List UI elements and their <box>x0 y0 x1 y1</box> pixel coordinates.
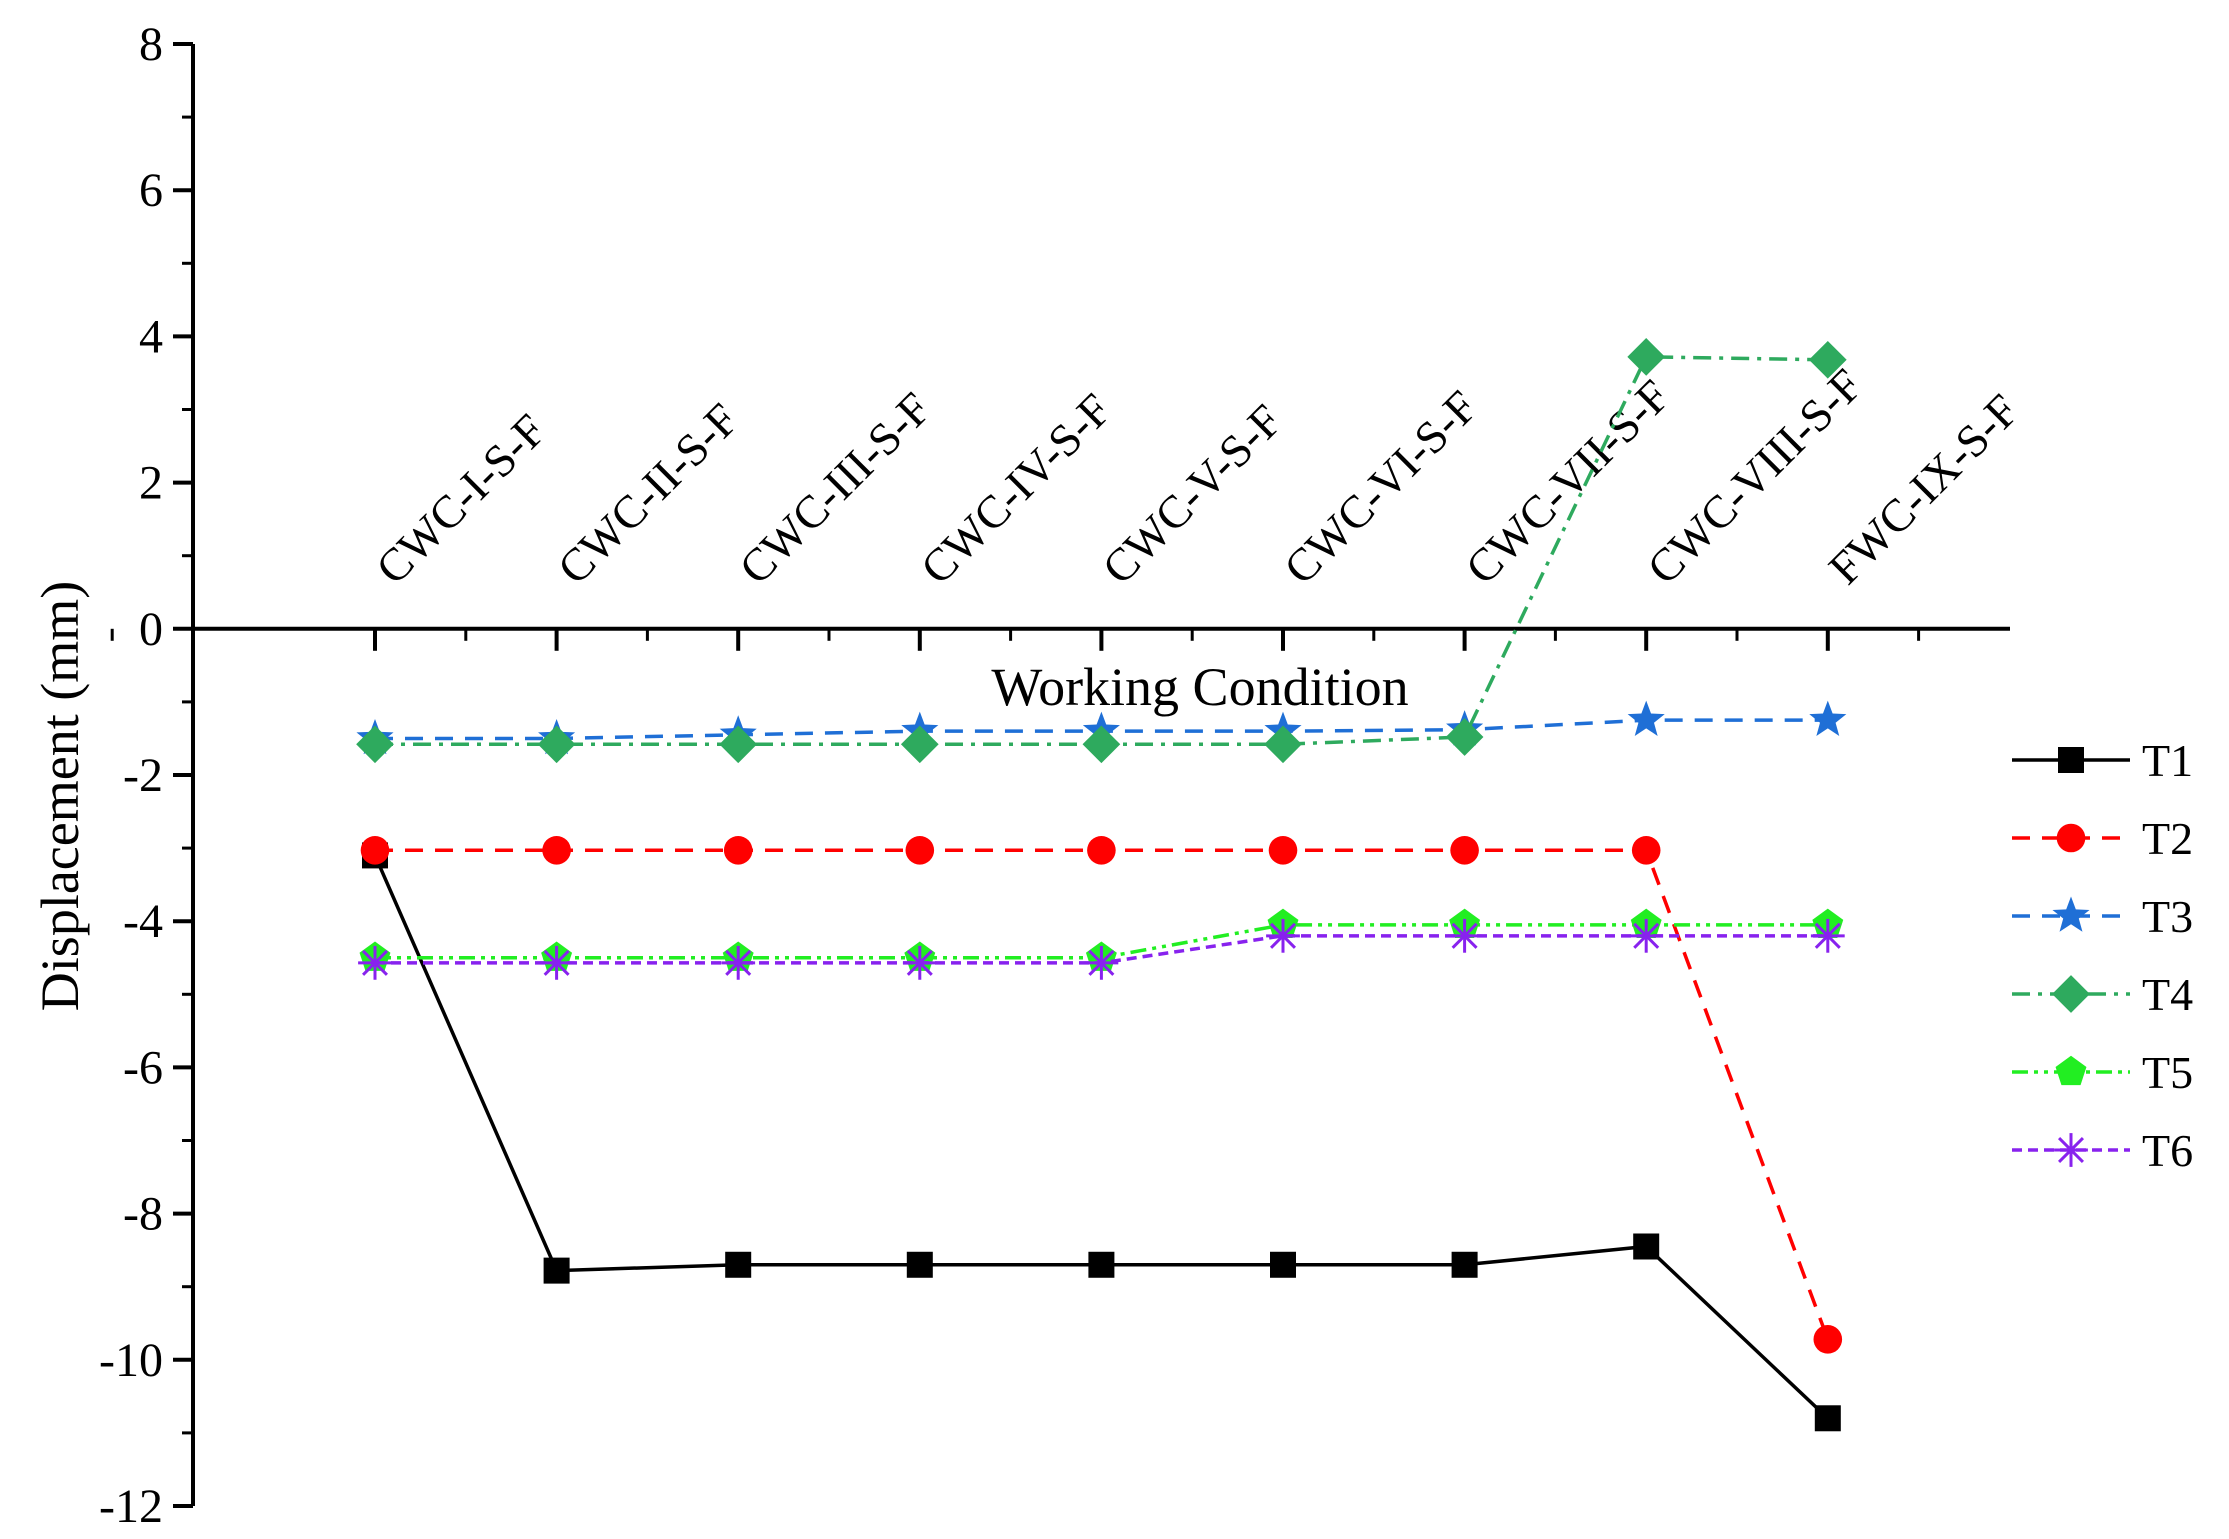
legend-label: T1 <box>2142 735 2193 786</box>
x-tick-label: CWC-II-S-F <box>548 393 748 593</box>
data-point-t6 <box>1629 918 1664 953</box>
data-point-t6 <box>721 945 756 980</box>
series-layer <box>356 338 1847 1432</box>
y-axis: 8 6 4 2 0 -2 -4 -6 -8 -10 -12 <box>99 18 195 1533</box>
data-point-t6 <box>358 945 392 980</box>
legend-item-t5: T5 <box>2012 1047 2193 1098</box>
legend-marker <box>2052 975 2090 1013</box>
data-point-t6 <box>1084 945 1119 980</box>
x-tick-label: CWC-III-S-F <box>729 383 940 594</box>
y-tick-label: -10 <box>99 1334 163 1387</box>
data-point-t4 <box>1082 725 1121 764</box>
data-point-t3 <box>1809 700 1847 736</box>
legend-label: T2 <box>2142 813 2193 864</box>
legend: T1 T2 T3 T4 T5 T6 <box>2012 735 2193 1176</box>
data-point-t1 <box>1451 1251 1478 1278</box>
data-point-t6 <box>902 945 937 980</box>
data-point-t4 <box>537 725 576 764</box>
data-point-t6 <box>1810 918 1845 953</box>
legend-marker <box>2055 1055 2087 1086</box>
data-point-t1 <box>1270 1251 1296 1278</box>
x-axis: CWC-I-S-FCWC-II-S-FCWC-III-S-FCWC-IV-S-F… <box>110 359 2028 651</box>
x-tick-label: CWC-V-S-F <box>1092 395 1291 594</box>
series-t2 <box>360 835 1843 1354</box>
data-point-t2 <box>1268 835 1298 865</box>
data-point-t4 <box>1808 340 1847 379</box>
y-tick-label: -4 <box>123 895 163 948</box>
series-t1 <box>362 842 1841 1432</box>
y-tick-label: 2 <box>139 457 163 510</box>
legend-marker <box>2052 896 2090 932</box>
data-point-t1 <box>1088 1251 1115 1278</box>
data-point-t2 <box>723 835 753 865</box>
legend-item-t4: T4 <box>2012 969 2193 1020</box>
series-t6 <box>358 918 1845 980</box>
data-point-t6 <box>1266 918 1300 953</box>
data-point-t3 <box>1627 700 1665 736</box>
data-point-t4 <box>1445 718 1484 756</box>
y-tick-label: -6 <box>123 1041 163 1094</box>
data-point-t2 <box>1631 835 1661 865</box>
data-point-t4 <box>356 725 394 764</box>
data-point-t1 <box>906 1251 933 1278</box>
y-tick-label: 0 <box>139 603 163 656</box>
y-tick-label: -12 <box>99 1480 163 1533</box>
y-tick-label: -2 <box>123 749 163 802</box>
legend-label: T6 <box>2142 1125 2193 1176</box>
y-tick-label: 4 <box>139 310 163 363</box>
y-tick-label: 6 <box>139 164 163 217</box>
y-axis-title: Displacement (mm) <box>30 581 90 1011</box>
data-point-t2 <box>1087 835 1116 865</box>
y-tick-label: -8 <box>123 1188 163 1241</box>
data-point-t1 <box>725 1251 752 1278</box>
y-tick-label: 8 <box>139 18 163 71</box>
legend-item-t1: T1 <box>2012 735 2193 786</box>
data-point-t4 <box>719 725 758 764</box>
legend-label: T4 <box>2142 969 2193 1020</box>
data-point-t1 <box>1814 1405 1841 1432</box>
data-point-t2 <box>542 835 571 865</box>
legend-label: T3 <box>2142 891 2193 942</box>
legend-marker <box>2058 747 2084 773</box>
x-tick-label: CWC-IV-S-F <box>911 384 1121 594</box>
data-point-t4 <box>1627 338 1666 376</box>
data-point-t2 <box>1813 1325 1843 1354</box>
legend-item-t6: T6 <box>2012 1125 2193 1176</box>
data-point-t2 <box>1450 835 1479 865</box>
legend-marker <box>2056 823 2086 853</box>
series-t4 <box>356 338 1847 764</box>
legend-item-t3: T3 <box>2012 891 2193 942</box>
series-line-t1 <box>373 854 1830 1420</box>
data-point-t1 <box>543 1257 570 1284</box>
legend-label: T5 <box>2142 1047 2193 1098</box>
x-axis-title: Working Condition <box>991 657 1408 717</box>
x-tick-label: CWC-VI-S-F <box>1274 381 1487 594</box>
data-point-t6 <box>539 945 574 980</box>
legend-marker <box>2054 1133 2088 1167</box>
data-point-t4 <box>900 725 939 764</box>
x-tick-label: CWC-I-S-F <box>366 404 556 594</box>
data-point-t6 <box>1447 918 1482 953</box>
data-point-t2 <box>905 835 935 865</box>
legend-item-t2: T2 <box>2012 813 2193 864</box>
data-point-t4 <box>1264 725 1302 764</box>
data-point-t1 <box>1633 1233 1660 1260</box>
data-point-t2 <box>360 835 390 865</box>
